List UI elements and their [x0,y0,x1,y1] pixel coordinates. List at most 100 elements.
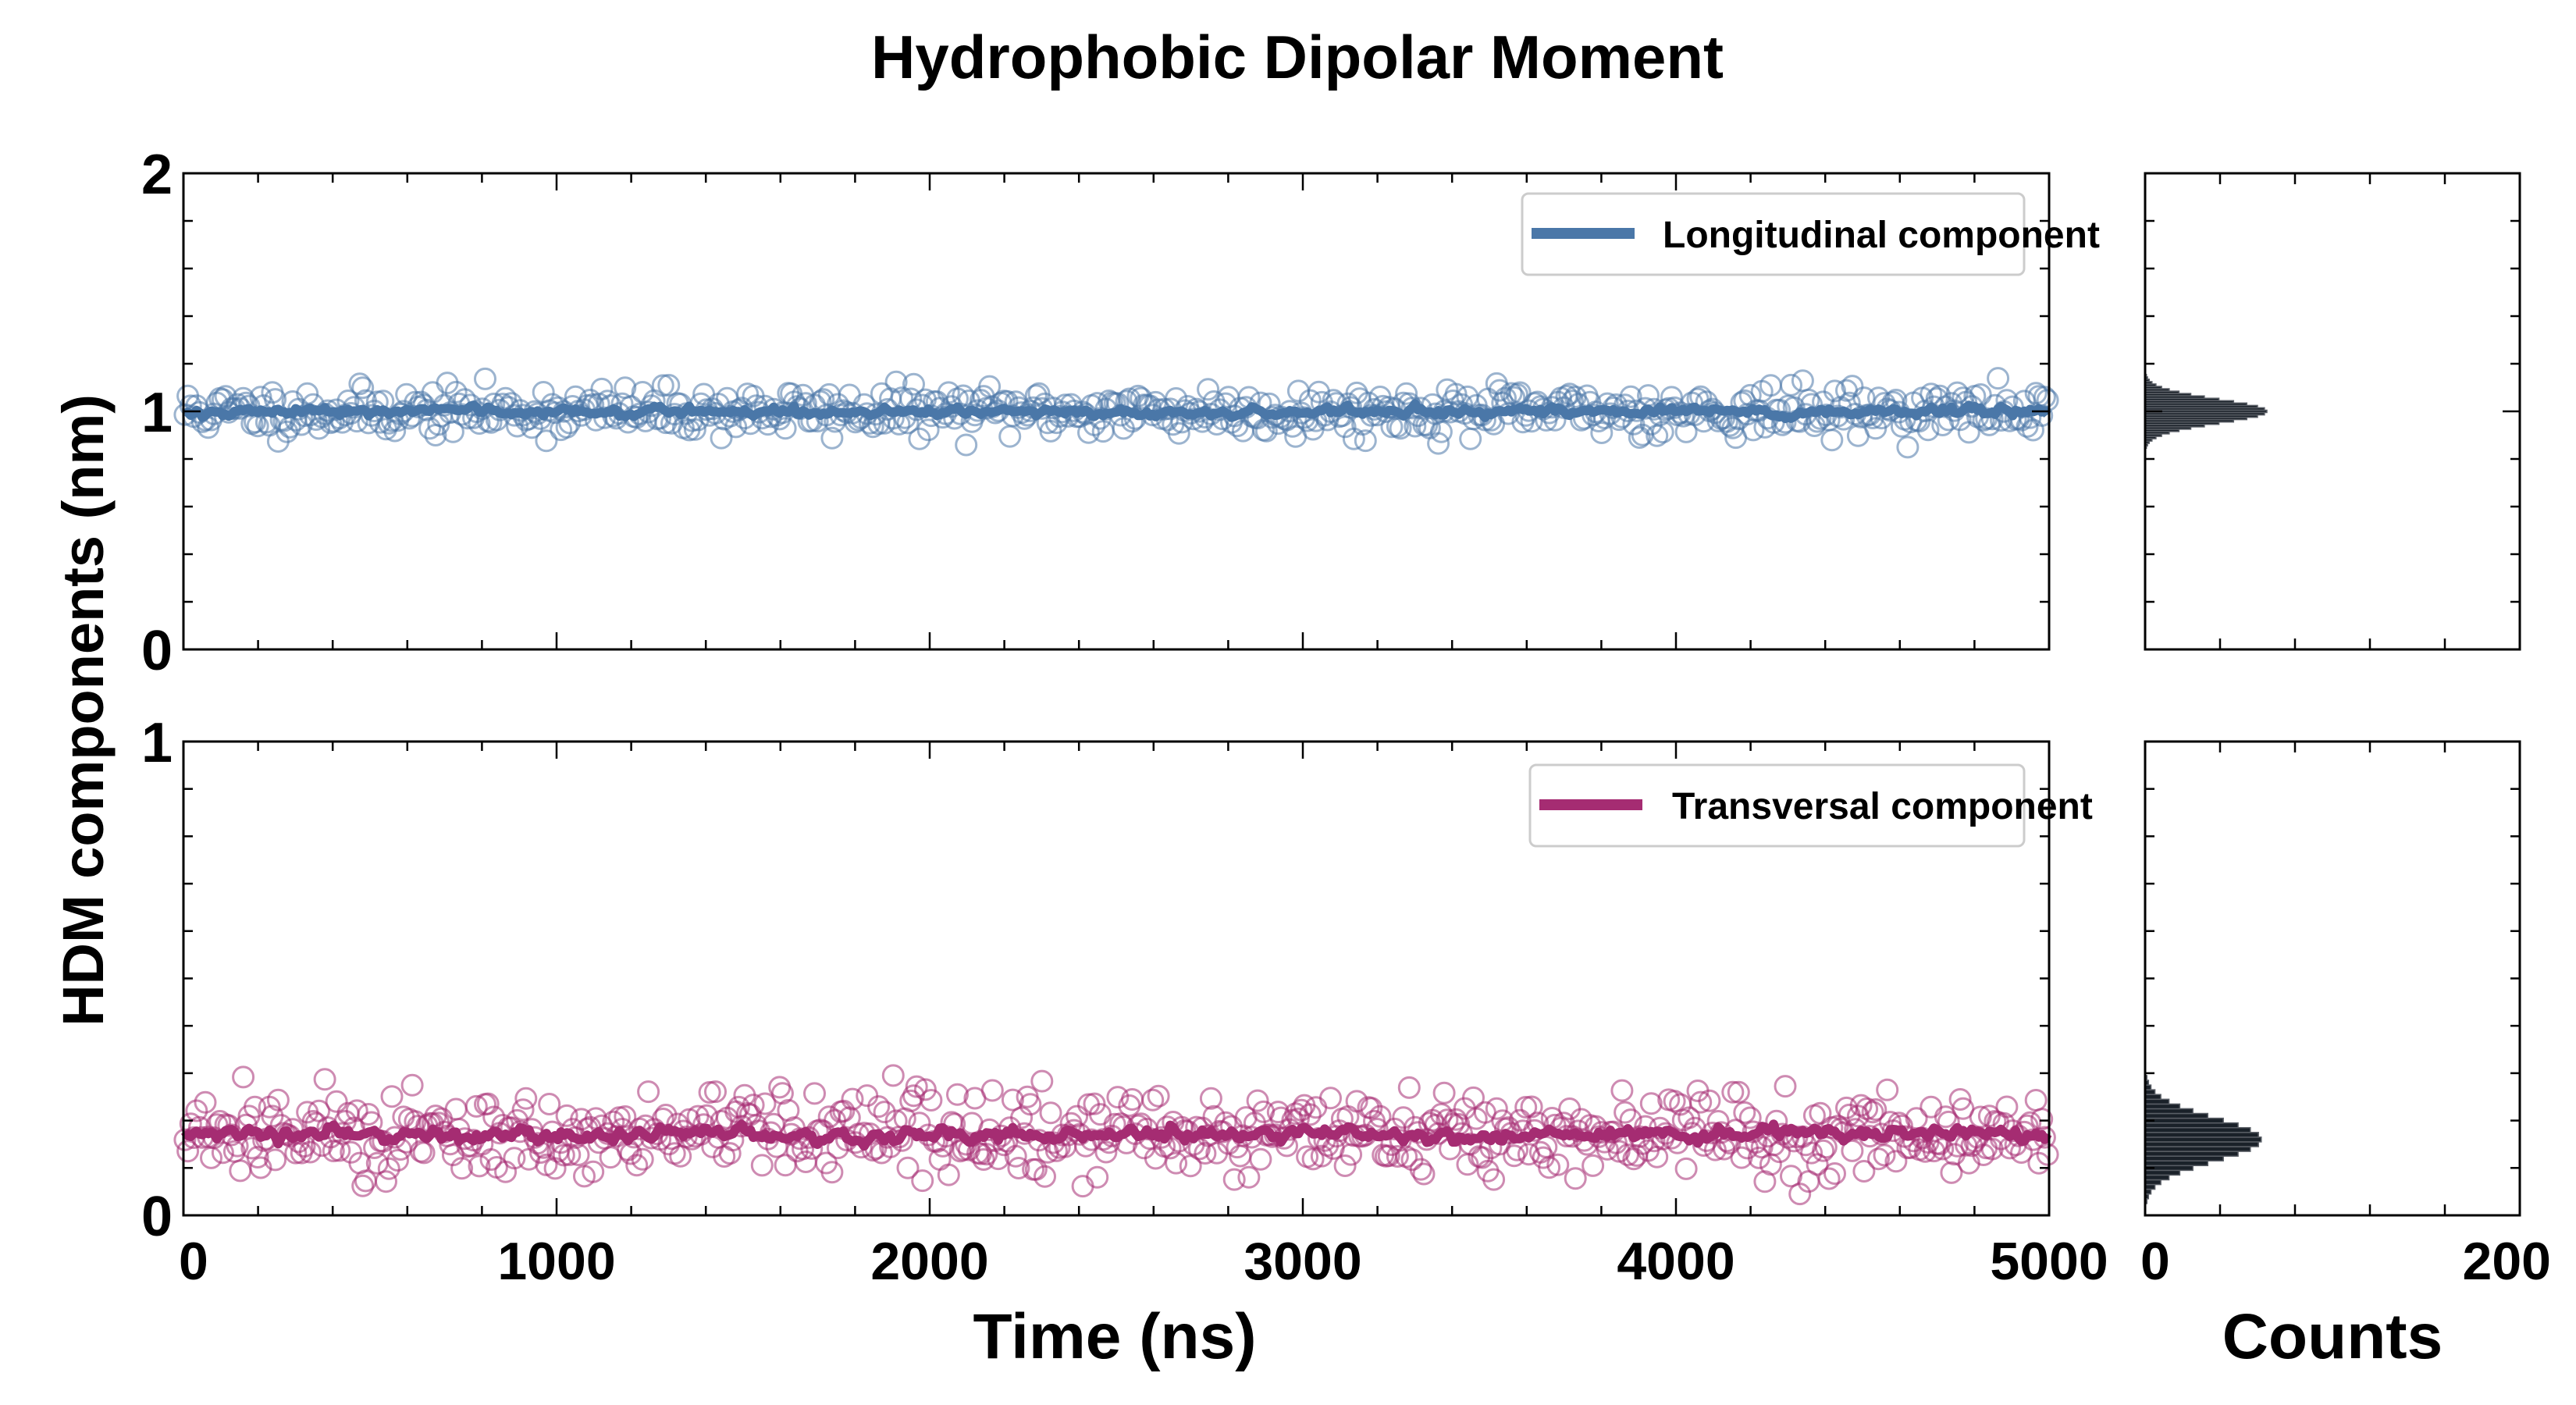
bottom-data-point [1284,1102,1308,1126]
bottom-data-point [1165,1151,1188,1175]
top-data-point [657,374,681,397]
bottom-data-point [1867,1147,1890,1171]
bottom-data-point [582,1160,605,1183]
bottom-data-point [1639,1092,1663,1115]
bottom-data-point [503,1147,526,1170]
bottom-data-point [552,1144,575,1167]
x-axis-label: Time (ns) [973,1301,1257,1372]
top-y-tick-label: 0 [141,620,173,682]
top-data-point [1077,421,1100,444]
bottom-data-point [176,1140,200,1163]
bottom-data-point [173,1128,197,1151]
bottom-data-point [704,1080,727,1104]
x-tick-label: 5000 [1990,1232,2108,1291]
bottom-smoothed-series-line [180,1119,2052,1151]
bottom-data-point [1931,1137,1955,1161]
bottom-data-point [514,1087,538,1110]
hist-x-axis-label: Counts [2222,1301,2443,1372]
top-data-point [474,367,496,390]
bottom-data-point [1083,1092,1106,1115]
top-data-point [955,433,978,457]
bottom-data-point [1199,1087,1222,1110]
bottom-histogram-bar [2144,1155,2224,1161]
x-tick-label: 4000 [1617,1232,1735,1291]
bottom-data-point [1360,1097,1383,1120]
bottom-data-point [1432,1081,1456,1104]
bottom-data-point [325,1090,348,1113]
bottom-data-point [2030,1108,2054,1131]
bottom-data-point [792,1137,815,1161]
bottom-data-point [1849,1094,1873,1117]
top-data-point [1651,421,1674,444]
top-data-point [1590,422,1614,444]
bottom-data-point [1377,1144,1400,1168]
bottom-data-point [1034,1165,1056,1188]
bottom-data-point [194,1090,217,1114]
bottom-data-point [479,1148,503,1171]
top-data-point [1896,436,1920,459]
bottom-data-point [832,1099,856,1122]
bottom-data-point [1538,1156,1561,1179]
top-data-point [683,418,706,441]
bottom-data-point [211,1141,234,1165]
bottom-data-point [987,1147,1010,1171]
bottom-data-point [867,1095,891,1119]
bottom-data-point [1864,1098,1888,1121]
bottom-data-point [1249,1147,1272,1171]
x-tick-label: 2000 [870,1232,988,1291]
top-data-point [296,382,319,405]
bottom-data-point [631,1147,654,1171]
top-smoothed-line [182,399,2051,423]
bottom-data-point [1520,1095,1543,1119]
bottom-data-point [468,1154,491,1178]
top-data-point [1823,379,1846,403]
top-data-point [351,376,375,400]
top-data-point [820,426,844,450]
bottom-data-point [1689,1090,1713,1114]
top-data-point [902,372,925,396]
bottom-histogram-bar [2144,1151,2239,1157]
top-y-tick-label: 2 [141,144,173,206]
bottom-data-point [538,1093,561,1115]
bottom-histogram-panel: 0 200 [2140,740,2551,1291]
bottom-data-point [1861,1101,1884,1124]
bottom-data-point [841,1087,864,1111]
top-data-point [884,370,908,393]
bottom-data-point [1237,1165,1261,1189]
top-data-point [1182,407,1205,431]
top-data-point [916,418,940,442]
top-legend-box [1521,192,2026,276]
bottom-data-point [625,1154,649,1177]
bottom-histogram-bar [2144,1132,2259,1138]
bottom-data-point [1086,1165,1109,1189]
bottom-y-tick-label: 0 [141,1186,173,1248]
bottom-data-point [511,1098,535,1122]
hist-x-tick-label: 0 [2140,1232,2170,1291]
top-legend-label: Longitudinal component [1663,215,2100,256]
bottom-data-point [1852,1160,1876,1183]
bottom-data-point [1817,1167,1841,1190]
bottom-data-point [567,1144,590,1166]
bottom-data-point [1066,1104,1089,1128]
x-tick-label: 1000 [497,1232,615,1291]
hist-x-tick-label: 200 [2463,1232,2551,1291]
bottom-data-point [637,1080,660,1104]
bottom-data-point [555,1104,578,1127]
bottom-data-point [937,1163,960,1186]
top-data-point [1987,367,2010,390]
bottom-data-point [1610,1079,1634,1102]
top-data-point [1916,418,1940,442]
bottom-histogram-bar [2144,1108,2194,1115]
top-data-point [1820,429,1844,452]
bottom-data-point [1310,1144,1333,1168]
top-data-point [383,419,407,443]
top-data-point [1841,375,1864,398]
bottom-data-point [614,1105,637,1128]
bottom-data-point [1319,1087,1342,1110]
bottom-histogram-bar [2144,1103,2181,1110]
top-data-point [308,417,331,440]
bottom-data-point [351,1174,375,1197]
bottom-histogram-bar [2144,1126,2251,1133]
bottom-histogram-bar [2144,1169,2181,1176]
